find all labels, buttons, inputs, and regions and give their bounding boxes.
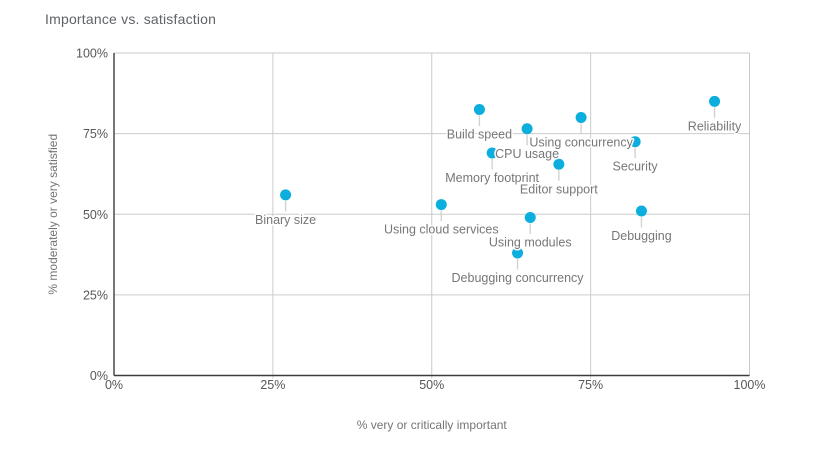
x-tick-label: 75%	[578, 378, 603, 392]
point-label: Security	[613, 160, 659, 174]
data-point	[280, 189, 292, 201]
data-point	[512, 247, 524, 259]
data-point	[435, 199, 447, 211]
data-point	[635, 205, 647, 217]
x-tick-label: 0%	[105, 378, 123, 392]
y-tick-label: 0%	[90, 369, 108, 383]
data-point	[709, 95, 721, 107]
y-tick-label: 75%	[83, 127, 108, 141]
x-axis-title: % very or critically important	[357, 418, 508, 432]
point-label: Editor support	[520, 182, 598, 196]
point-label: Using modules	[489, 235, 572, 249]
y-tick-label: 100%	[76, 47, 108, 61]
point-label: Reliability	[688, 119, 742, 133]
x-tick-label: 100%	[734, 378, 766, 392]
y-tick-label: 25%	[83, 288, 108, 302]
data-point	[524, 211, 536, 223]
point-label: Debugging concurrency	[452, 271, 585, 285]
y-tick-label: 50%	[83, 208, 108, 222]
x-tick-label: 25%	[260, 378, 285, 392]
point-label: Memory footprint	[445, 171, 539, 185]
data-point	[473, 103, 485, 115]
point-label: Using concurrency	[529, 136, 633, 150]
point-label: Binary size	[255, 213, 316, 227]
data-point	[553, 158, 565, 170]
data-point	[575, 112, 587, 123]
data-point	[629, 136, 641, 148]
y-axis-title: % moderately or very satisfied	[46, 134, 60, 295]
point-label: Build speed	[447, 127, 512, 141]
point-label: CPU usage	[495, 147, 559, 161]
data-point	[521, 123, 533, 135]
point-label: Using cloud services	[384, 223, 499, 237]
chart-title: Importance vs. satisfaction	[45, 11, 217, 27]
data-point	[486, 147, 498, 159]
point-label: Debugging	[611, 229, 672, 243]
x-tick-label: 50%	[419, 378, 444, 392]
